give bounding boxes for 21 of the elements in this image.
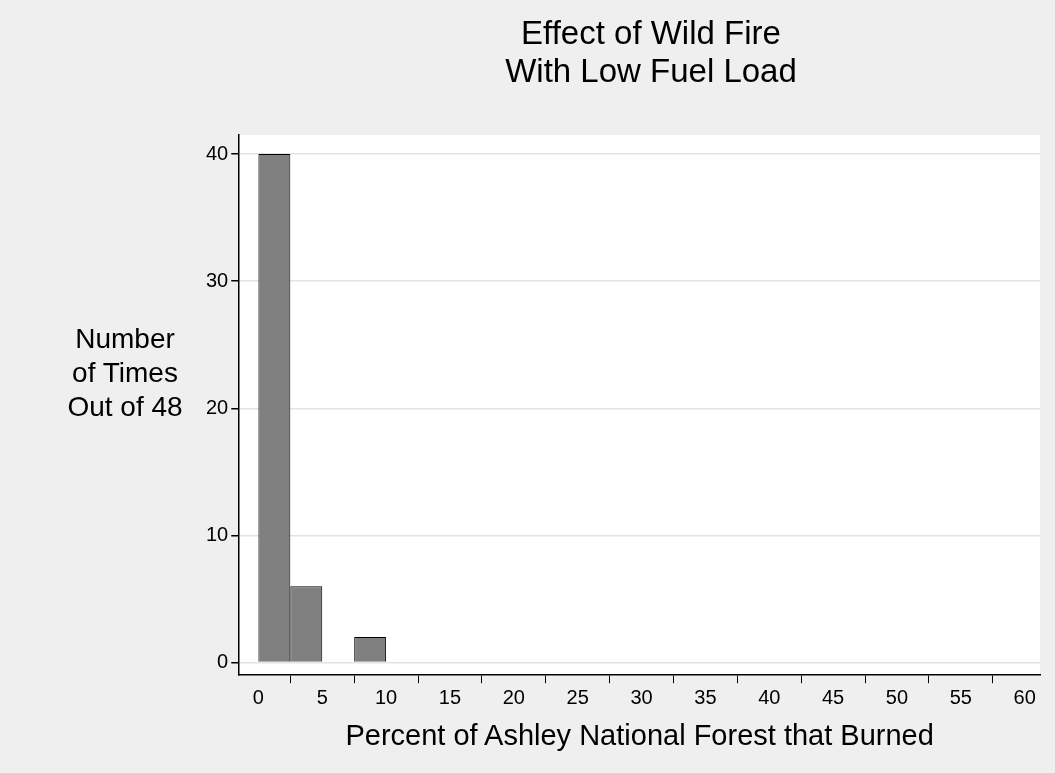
y-tick-label: 10 [206,522,229,545]
x-tick-label: 15 [438,685,462,708]
x-tick-label: 20 [502,685,525,708]
y-tick-label: 40 [206,141,229,164]
y-tick-label: 0 [217,650,229,673]
x-tick-label: 40 [758,685,781,708]
x-tick-label: 50 [885,685,909,708]
x-tick-label: 55 [949,685,972,708]
x-tick-label: 5 [316,685,328,708]
x-tick-label: 25 [566,685,589,708]
x-tick-label: 60 [1013,685,1036,708]
y-tick-label: 20 [206,395,229,418]
y-tick-label: 30 [206,268,229,291]
x-axis-title: Percent of Ashley National Forest that Burned [345,718,934,751]
x-tick-label: 0 [252,685,264,708]
chart-title: Effect of Wild Fire With Low Fuel Load [504,14,798,90]
y-axis-title: Number of Times Out of 48 [66,322,184,424]
x-tick-label: 35 [694,685,717,708]
x-tick-label: 30 [630,685,653,708]
x-tick-label: 45 [821,685,845,708]
x-tick-label: 10 [374,685,398,708]
